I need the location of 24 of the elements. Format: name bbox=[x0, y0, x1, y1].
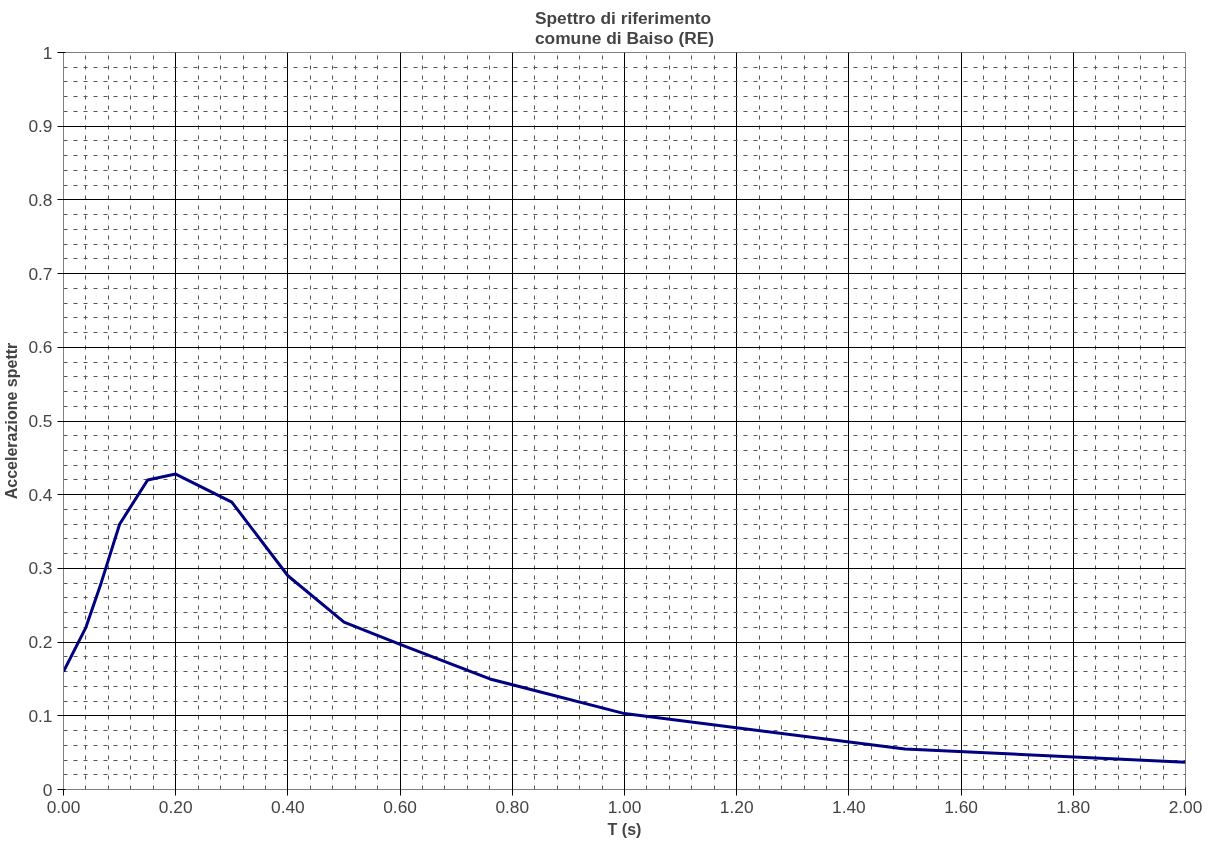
x-tick-label: 1.80 bbox=[1056, 796, 1091, 817]
x-tick-label: 0.40 bbox=[271, 796, 305, 817]
y-tick-label: 0.8 bbox=[28, 189, 53, 210]
y-tick-label: 0.4 bbox=[28, 484, 53, 505]
y-tick-label: 0.2 bbox=[28, 632, 53, 653]
y-tick-label: 0.9 bbox=[28, 116, 53, 137]
y-tick-label: 0.3 bbox=[28, 558, 53, 579]
x-tick-label: 1.40 bbox=[832, 796, 866, 817]
y-tick-label: 0.6 bbox=[28, 337, 53, 358]
x-tick-label: 2.00 bbox=[1168, 796, 1203, 817]
chart-title: Spettro di riferimento comune di Baiso (RE) bbox=[534, 7, 715, 48]
x-tick-label: 1.20 bbox=[719, 796, 754, 817]
x-tick-label: 1.00 bbox=[607, 796, 642, 817]
y-axis-title: Accelerazione spettr bbox=[3, 342, 21, 500]
y-tick-label: 0.1 bbox=[28, 705, 53, 726]
y-tick-label: 0.7 bbox=[28, 263, 53, 284]
x-tick-label: 0.80 bbox=[495, 796, 530, 817]
y-tick-label: 0.5 bbox=[28, 411, 53, 431]
line-series bbox=[63, 472, 1186, 764]
x-tick-label: 0.60 bbox=[383, 796, 417, 817]
y-tick-label: 1 bbox=[42, 42, 53, 63]
x-tick-label: 1.60 bbox=[944, 796, 978, 817]
x-axis-title: T (s) bbox=[607, 820, 642, 838]
x-tick-label: 0.20 bbox=[158, 796, 193, 817]
